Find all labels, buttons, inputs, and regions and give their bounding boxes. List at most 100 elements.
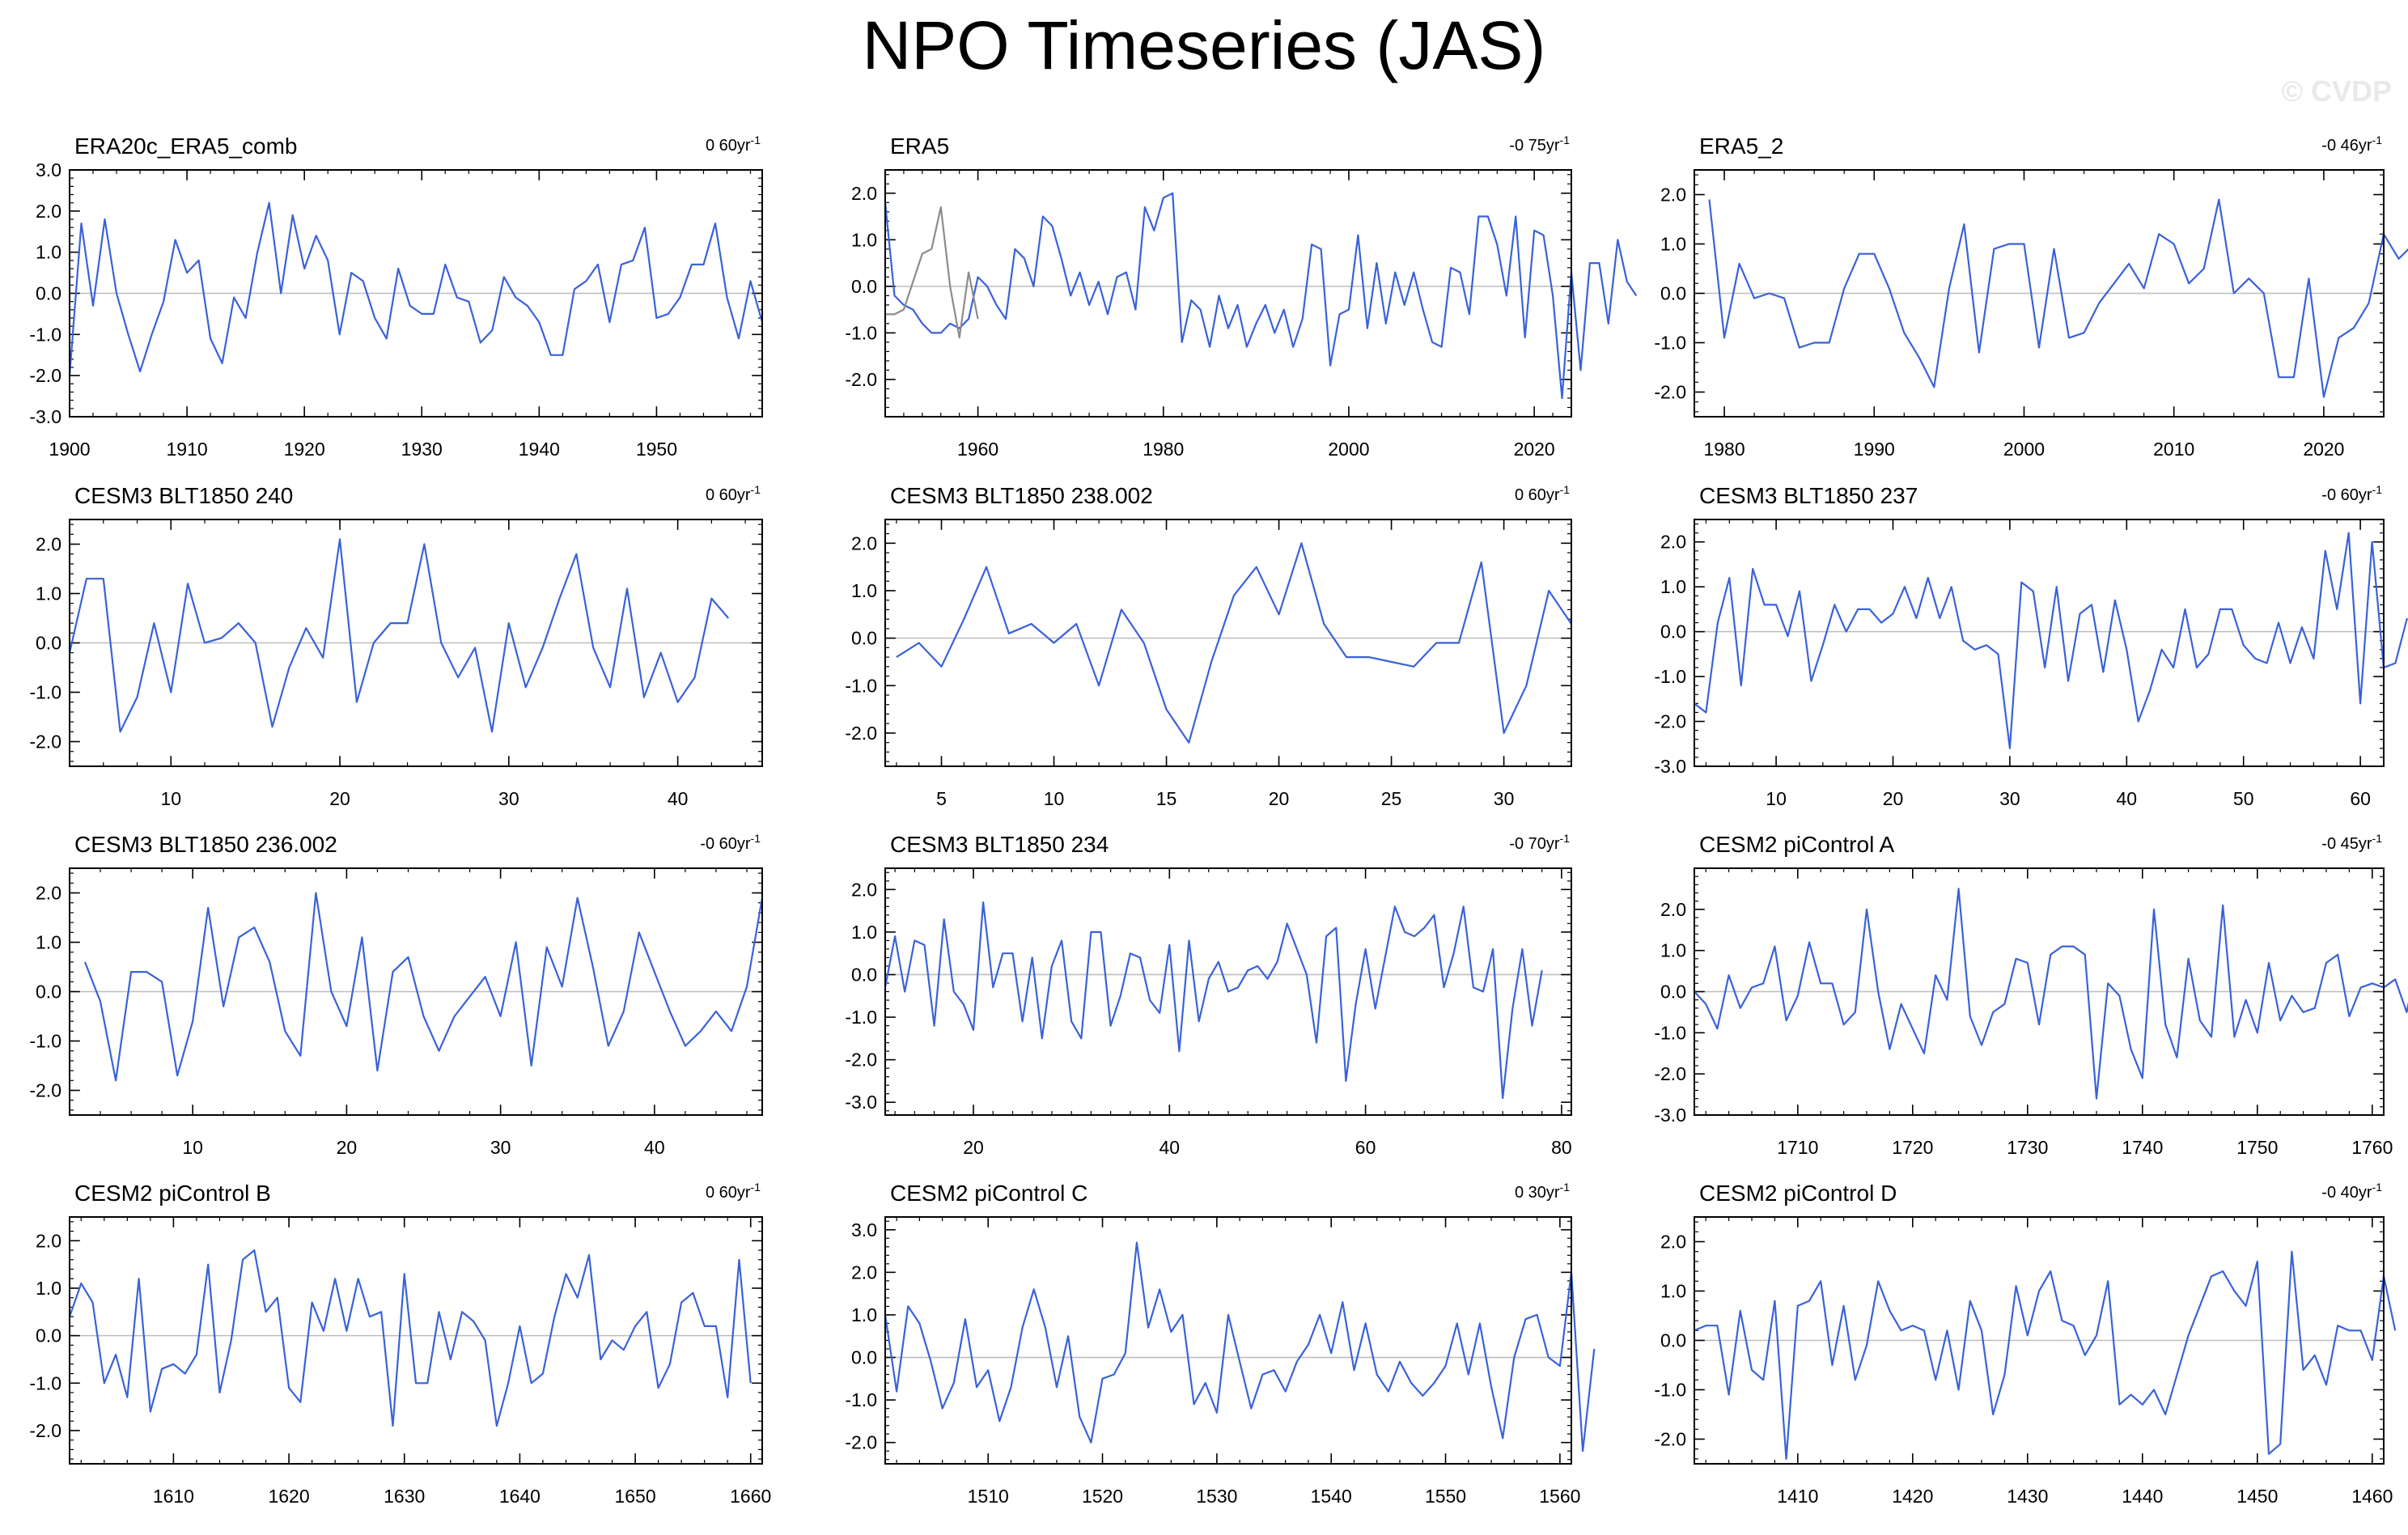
panel-7: CESM3 BLT1850 236.002 -0 60yr-1 -2.0 -1.0 0.… <box>29 832 764 1158</box>
x-tick-label: 10 <box>160 788 181 809</box>
x-tick-label: 1520 <box>1082 1486 1123 1507</box>
y-tick-label: 1.0 <box>851 229 877 250</box>
x-tick-label: 1460 <box>2351 1486 2393 1507</box>
x-tick-label: 40 <box>1159 1137 1181 1158</box>
x-tick-label: 1510 <box>968 1486 1009 1507</box>
y-tick-label: -3.0 <box>29 406 61 427</box>
y-tick-label: -2.0 <box>845 369 877 390</box>
secondary-series-line <box>885 206 979 339</box>
cvdp-watermark: © CVDP <box>2281 74 2392 108</box>
y-tick-label: -1.0 <box>1654 1022 1686 1043</box>
trend-label: -0 70yr-1 <box>1509 832 1570 853</box>
panel-5: CESM3 BLT1850 238.002 0 60yr-1 -2.0 -1.0 0.0… <box>845 483 1572 809</box>
panel-title: CESM3 BLT1850 234 <box>890 832 1109 857</box>
trend-superscript: -1 <box>1560 832 1571 845</box>
panel-title: CESM2 piControl A <box>1699 832 1895 857</box>
x-tick-label: 1660 <box>730 1486 771 1507</box>
y-tick-label: 2.0 <box>851 183 877 204</box>
x-tick-label: 1950 <box>636 439 677 460</box>
y-tick-label: 0.0 <box>36 633 61 654</box>
x-tick-label: 1960 <box>957 439 998 460</box>
panel-title: CESM2 piControl B <box>74 1181 271 1206</box>
npo-series-line <box>884 901 1543 1100</box>
panel-title: CESM2 piControl D <box>1699 1181 1897 1206</box>
npo-series-line <box>68 201 764 376</box>
plot-frame <box>1694 519 2385 767</box>
panel-title: CESM3 BLT1850 240 <box>74 483 293 508</box>
x-tick-label: 1420 <box>1892 1486 1933 1507</box>
y-tick-label: -2.0 <box>1654 1429 1686 1450</box>
y-tick-label: -1.0 <box>29 682 61 703</box>
x-tick-label: 1730 <box>2007 1137 2048 1158</box>
y-tick-label: 2.0 <box>36 534 61 555</box>
x-tick-label: 30 <box>1999 788 2020 809</box>
trend-label: 0 60yr-1 <box>706 1181 761 1202</box>
trend-superscript: -1 <box>2372 1181 2383 1194</box>
y-tick-label: 0.0 <box>851 628 877 649</box>
npo-series-line <box>68 538 730 733</box>
page-title: NPO Timeseries (JAS) <box>862 7 1546 83</box>
y-tick-label: 0.0 <box>1660 283 1686 304</box>
npo-series-line <box>884 192 1638 400</box>
y-tick-label: 2.0 <box>851 879 877 900</box>
panel-12: CESM2 piControl D -0 40yr-1 -2.0 -1.0 0.0 1.0… <box>1654 1181 2397 1507</box>
panel-6: CESM3 BLT1850 237 -0 60yr-1 -3.0 -2.0 -1.0 0.… <box>1654 483 2408 809</box>
y-tick-label: -1.0 <box>29 324 61 345</box>
x-tick-label: 60 <box>1355 1137 1376 1158</box>
x-tick-label: 10 <box>182 1137 203 1158</box>
plot-frame <box>884 519 1572 767</box>
trend-label: -0 60yr-1 <box>2321 483 2382 504</box>
x-tick-label: 1640 <box>499 1486 541 1507</box>
trend-label: -0 40yr-1 <box>2321 1181 2382 1202</box>
x-tick-label: 15 <box>1156 788 1177 809</box>
y-tick-label: 1.0 <box>1660 1281 1686 1302</box>
y-tick-label: -2.0 <box>29 1420 61 1441</box>
x-tick-label: 1900 <box>49 439 90 460</box>
x-tick-label: 1550 <box>1425 1486 1466 1507</box>
y-tick-label: 3.0 <box>851 1219 877 1240</box>
y-tick-label: 1.0 <box>1660 576 1686 597</box>
y-tick-label: -3.0 <box>1654 756 1686 777</box>
y-tick-label: 2.0 <box>851 532 877 553</box>
trend-label: 0 60yr-1 <box>706 134 761 155</box>
trend-label: 0 60yr-1 <box>1515 483 1570 504</box>
x-tick-label: 10 <box>1044 788 1065 809</box>
x-tick-label: 1630 <box>384 1486 425 1507</box>
x-tick-label: 1980 <box>1703 439 1745 460</box>
y-tick-label: 1.0 <box>36 1278 61 1299</box>
y-tick-label: -3.0 <box>845 1092 877 1113</box>
y-tick-label: 0.0 <box>36 283 61 304</box>
y-tick-label: -2.0 <box>845 1049 877 1071</box>
npo-series-line <box>83 892 764 1082</box>
trend-superscript: -1 <box>751 483 761 496</box>
panel-9: CESM2 piControl A -0 45yr-1 -3.0 -2.0 -1.0 0.… <box>1654 832 2408 1158</box>
x-tick-label: 1920 <box>284 439 325 460</box>
x-tick-label: 1610 <box>153 1486 194 1507</box>
x-tick-label: 10 <box>1766 788 1787 809</box>
y-tick-label: -1.0 <box>29 1372 61 1393</box>
x-tick-label: 1750 <box>2236 1137 2278 1158</box>
trend-superscript: -1 <box>2372 483 2383 496</box>
y-tick-label: -1.0 <box>845 1007 877 1028</box>
x-tick-label: 1710 <box>1777 1137 1818 1158</box>
panel-title: CESM2 piControl C <box>890 1181 1087 1206</box>
x-tick-label: 20 <box>1883 788 1904 809</box>
npo-series-line <box>1708 198 2408 398</box>
y-tick-label: 2.0 <box>851 1261 877 1283</box>
y-tick-label: 0.0 <box>1660 621 1686 642</box>
panel-4: CESM3 BLT1850 240 0 60yr-1 -2.0 -1.0 0.0 1.0 2… <box>29 483 763 809</box>
x-tick-label: 1560 <box>1539 1486 1580 1507</box>
trend-superscript: -1 <box>751 832 761 845</box>
npo-series-line <box>1694 1250 2397 1461</box>
x-tick-label: 40 <box>2117 788 2138 809</box>
npo-series-line <box>896 542 1572 744</box>
y-tick-label: 2.0 <box>36 1230 61 1251</box>
y-tick-label: 2.0 <box>36 883 61 904</box>
plot-frame <box>1694 169 2385 418</box>
plot-frame <box>69 867 763 1116</box>
y-tick-label: -2.0 <box>845 723 877 744</box>
x-tick-label: 1530 <box>1196 1486 1237 1507</box>
x-tick-label: 40 <box>644 1137 665 1158</box>
npo-series-line <box>1694 532 2408 749</box>
trend-label: 0 60yr-1 <box>706 483 761 504</box>
